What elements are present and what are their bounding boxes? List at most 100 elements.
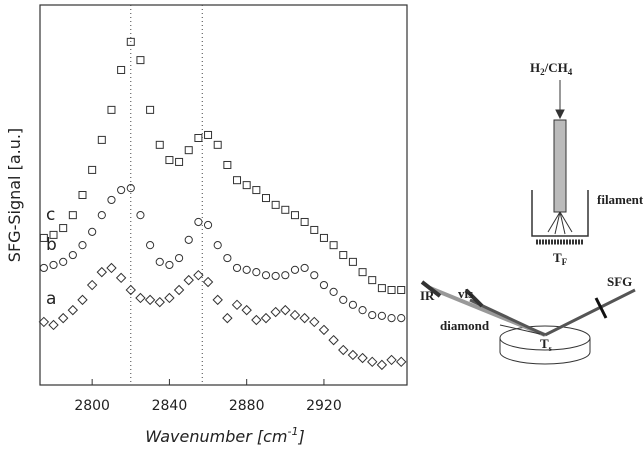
series-label: c <box>46 205 55 225</box>
gas-s1: 2 <box>540 67 545 77</box>
point <box>184 235 193 244</box>
point <box>88 227 97 236</box>
point <box>96 266 108 278</box>
sfg-beam <box>544 288 636 337</box>
point <box>39 233 48 242</box>
filament-tube <box>553 119 567 213</box>
gas-s2: 4 <box>568 67 573 77</box>
point <box>328 334 339 346</box>
point <box>78 191 87 199</box>
point <box>67 304 79 316</box>
plot-frame <box>39 4 408 386</box>
point <box>86 279 98 291</box>
point <box>252 186 261 195</box>
sample-disk <box>499 325 591 351</box>
tf-sub: F <box>562 257 568 267</box>
point <box>386 354 397 366</box>
point <box>48 319 59 331</box>
point <box>223 160 232 169</box>
point <box>97 211 106 220</box>
point <box>329 287 338 296</box>
point <box>377 311 386 320</box>
point <box>300 217 309 226</box>
point <box>78 241 87 250</box>
vis-label: vis <box>458 286 473 301</box>
point <box>261 271 271 280</box>
point <box>59 224 68 233</box>
point <box>319 280 329 290</box>
point <box>173 284 185 296</box>
point <box>126 37 135 46</box>
point <box>68 250 77 260</box>
point <box>204 130 213 139</box>
point <box>376 359 388 371</box>
point <box>377 284 386 293</box>
point <box>194 134 203 142</box>
point <box>358 306 367 315</box>
point <box>155 140 164 149</box>
point <box>252 268 261 277</box>
point <box>165 260 174 270</box>
point <box>135 292 146 304</box>
tf-base: T <box>553 250 562 265</box>
point <box>329 241 338 250</box>
ts-label: Ts <box>540 336 552 353</box>
point <box>233 176 242 185</box>
point <box>106 262 117 274</box>
point <box>387 314 396 323</box>
beam-sources <box>420 280 484 308</box>
vis-beam <box>469 298 546 337</box>
point <box>202 276 214 288</box>
point <box>154 296 165 308</box>
point <box>339 251 348 260</box>
point <box>193 269 204 281</box>
point <box>357 352 368 364</box>
filament-label: filament <box>597 192 643 207</box>
point <box>241 304 252 316</box>
sfg-label: SFG <box>607 274 632 289</box>
point <box>117 65 126 74</box>
ir-label: IR <box>420 288 435 303</box>
point <box>165 156 174 165</box>
point <box>212 294 223 306</box>
point <box>223 253 232 263</box>
point <box>338 344 349 356</box>
point <box>213 140 222 149</box>
filter <box>594 297 608 319</box>
point <box>367 356 378 368</box>
point <box>299 312 310 324</box>
x-tick-label: 2880 <box>229 398 265 414</box>
point <box>136 56 145 65</box>
x-tick-label: 2800 <box>74 398 110 414</box>
point <box>347 349 359 361</box>
point <box>144 294 156 306</box>
setup-diagram: H2/CH4 filament TF IR vis SFG Ts diamond <box>420 60 643 365</box>
point <box>49 230 58 239</box>
point <box>183 274 194 286</box>
point <box>146 105 155 114</box>
ts-base: T <box>540 336 549 351</box>
point <box>397 314 406 323</box>
tf-label: TF <box>553 250 568 267</box>
point <box>68 211 77 220</box>
gas-label: H2/CH4 <box>530 60 573 77</box>
point <box>117 185 126 195</box>
point <box>280 304 291 316</box>
series-label: a <box>46 289 56 309</box>
point <box>290 265 300 274</box>
holder <box>531 190 589 237</box>
diamond-pointer <box>499 324 541 335</box>
gas-p1: H <box>530 60 540 75</box>
point <box>271 271 280 281</box>
point <box>39 263 48 273</box>
point <box>184 146 193 155</box>
x-label-text: Wavenumber [cm <box>145 427 287 446</box>
point <box>387 286 396 294</box>
point <box>290 211 299 220</box>
filament-wires <box>547 211 573 235</box>
point <box>348 257 357 266</box>
point <box>300 263 309 273</box>
x-label-end: ] <box>297 427 304 446</box>
point <box>88 165 97 174</box>
